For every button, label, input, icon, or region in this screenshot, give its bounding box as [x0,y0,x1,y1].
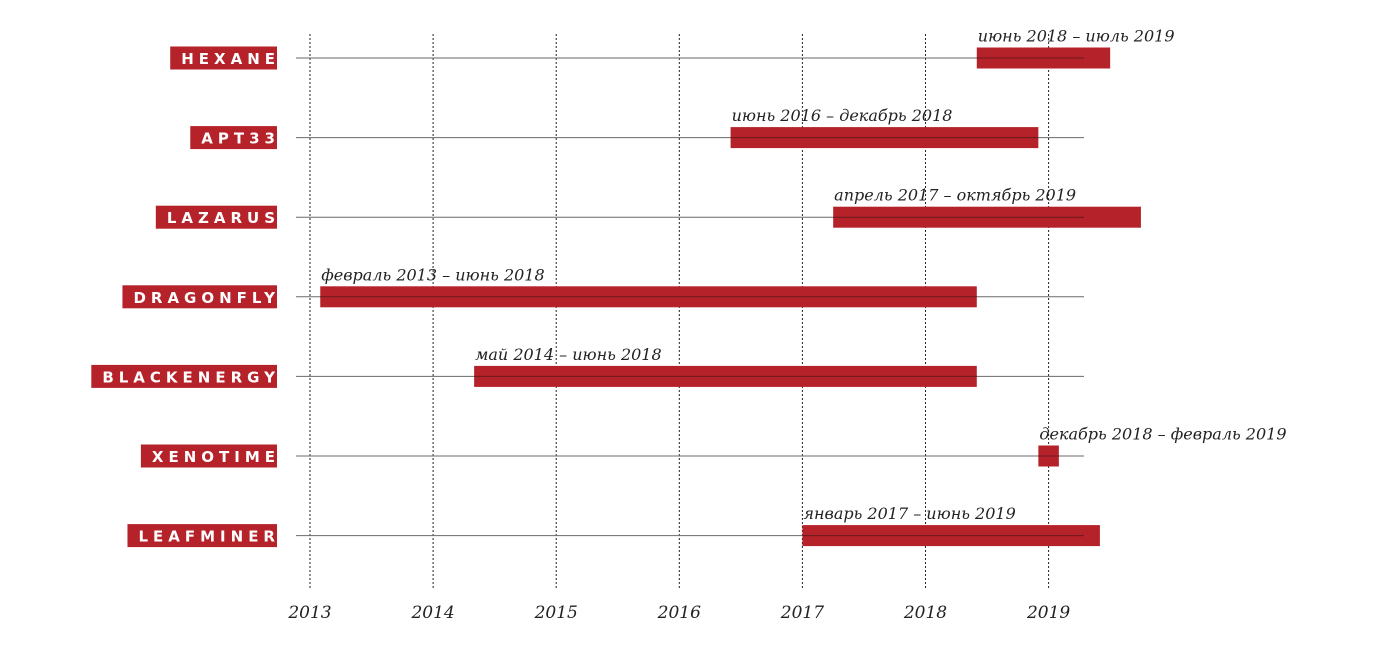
category-label: LEAFMINER [138,528,280,546]
x-axis-ticks: 2013 2014 2015 2016 2017 2018 2019 [287,603,1070,623]
category-label: LAZARUS [167,209,280,227]
x-tick-label: 2013 [287,603,331,623]
grid-layer [309,34,1050,590]
bar-date-label: июнь 2018 – июль 2019 [978,27,1175,46]
x-tick-label: 2015 [534,603,578,623]
category-label: BLACKENERGY [102,368,280,386]
category-badge [122,285,277,309]
category-badge [127,524,277,548]
category-badge [190,126,277,150]
category-badge [155,205,277,229]
category-badge [140,444,277,468]
category-layer: HEXANE APT33 LAZARUS DRAGONFLY BLACKENERGY XE… [91,46,280,548]
bar-date-label: февраль 2013 – июнь 2018 [321,265,544,284]
x-tick-label: 2017 [780,603,824,623]
category-label: XENOTIME [152,448,280,466]
category-label: HEXANE [181,50,280,68]
label-layer: июнь 2018 – июль 2019 июнь 2016 – декабрь… [321,27,1286,524]
category-badge [170,46,277,70]
bar-date-label: декабрь 2018 – февраль 2019 [1039,425,1286,444]
bar-layer [320,47,1141,547]
x-tick-label: 2014 [410,603,454,623]
category-badge [91,364,277,388]
category-label: APT33 [201,130,280,148]
bar-date-label: апрель 2017 – октябрь 2019 [834,186,1076,205]
x-tick-label: 2016 [657,603,701,623]
bar-date-label: январь 2017 – июнь 2019 [803,504,1015,523]
x-tick-label: 2019 [1026,603,1070,623]
category-label: DRAGONFLY [133,289,280,307]
bar-date-label: июнь 2016 – декабрь 2018 [732,106,953,125]
bar-date-label: май 2014 – июнь 2018 [475,345,662,364]
x-tick-label: 2018 [903,603,947,623]
